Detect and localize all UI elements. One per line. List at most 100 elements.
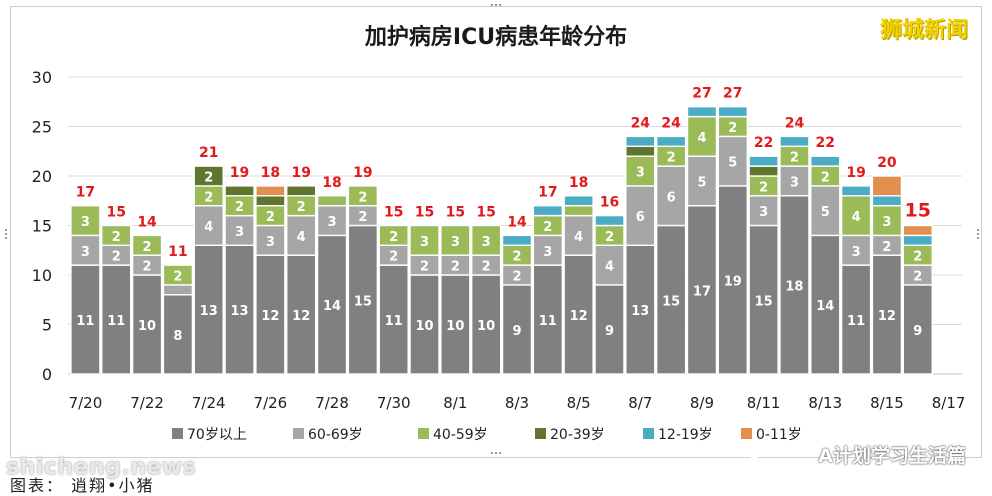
segment-value-label: 2: [451, 260, 460, 275]
total-label: 19: [846, 165, 865, 181]
segment-value-label: 15: [354, 294, 372, 309]
bar-segment: [717, 105, 748, 118]
segment-value-label: 10: [446, 319, 464, 334]
bar-segment: [286, 185, 317, 197]
legend-label: 20-39岁: [550, 427, 605, 443]
segment-value-label: 2: [512, 250, 521, 265]
wechat-watermark: A计划学习生活篇: [818, 445, 966, 467]
bar-segment: [532, 234, 564, 266]
legend-label: 60-69岁: [308, 427, 363, 443]
bar-segment: [347, 185, 379, 207]
segment-value-label: 2: [112, 230, 121, 245]
bar-segment: [840, 264, 872, 375]
segment-value-label: 2: [173, 270, 182, 285]
bar-segment: [625, 135, 656, 147]
bar-segment: [779, 165, 810, 197]
segment-value-label: 4: [297, 230, 306, 245]
bar-segment: [655, 165, 687, 227]
total-label: 21: [199, 145, 218, 161]
total-label: 20: [877, 155, 897, 171]
total-label: 15: [446, 205, 465, 221]
legend-swatch: [741, 428, 752, 439]
segment-value-label: 15: [662, 294, 680, 309]
segment-value-label: 2: [790, 151, 799, 166]
segment-value-label: 4: [852, 210, 861, 225]
bar-segment: [810, 185, 841, 237]
segment-value-label: 2: [389, 230, 398, 245]
segment-value-label: 2: [358, 210, 367, 225]
bar-segment: [748, 224, 779, 375]
segment-value-label: 2: [266, 210, 275, 225]
total-label: 17: [76, 185, 95, 201]
bar-segment: [347, 224, 379, 375]
right-resize-handle[interactable]: [977, 229, 983, 239]
y-tick-label: 0: [42, 365, 52, 384]
segment-value-label: 9: [512, 324, 521, 339]
segment-value-label: 8: [173, 329, 182, 344]
x-tick-label: 8/5: [567, 394, 591, 412]
bar-segment: [409, 224, 440, 256]
total-label: 19: [291, 165, 310, 181]
bar-segment: [563, 195, 594, 207]
bar-segment: [594, 244, 625, 286]
segment-value-label: 3: [451, 235, 460, 250]
segment-value-label: 2: [913, 250, 922, 265]
bar-segment: [501, 284, 533, 375]
segment-value-label: 2: [543, 220, 552, 235]
bar-segment: [594, 284, 625, 375]
y-tick-label: 20: [32, 167, 52, 186]
segment-value-label: 2: [143, 240, 152, 255]
x-tick-label: 7/20: [69, 394, 103, 412]
top-resize-handle[interactable]: [491, 4, 501, 10]
segment-value-label: 13: [231, 304, 249, 319]
total-label: 14: [137, 214, 157, 230]
x-tick-label: 8/15: [870, 394, 904, 412]
legend-label: 12-19岁: [658, 427, 713, 443]
x-tick-label: 8/7: [628, 394, 652, 412]
segment-value-label: 11: [385, 314, 403, 329]
bar-segment: [255, 254, 286, 375]
segment-value-label: 11: [539, 314, 557, 329]
segment-value-label: 3: [759, 205, 768, 220]
left-resize-handle[interactable]: [5, 229, 11, 239]
bar-segment: [871, 175, 903, 197]
bottom-resize-handle[interactable]: [491, 452, 501, 458]
segment-value-label: 12: [878, 309, 896, 324]
segment-value-label: 2: [143, 260, 152, 275]
bar-segment: [101, 224, 132, 246]
segment-value-label: 11: [76, 314, 94, 329]
bar-segment: [131, 274, 163, 375]
total-label: 22: [754, 135, 773, 151]
total-label: 27: [723, 86, 742, 102]
segment-value-label: 13: [631, 304, 649, 319]
segment-value-label: 5: [821, 205, 830, 220]
x-tick-label: 8/11: [747, 394, 781, 412]
chart-title: 加护病房ICU病患年龄分布: [364, 24, 627, 50]
segment-value-label: 2: [420, 260, 429, 275]
segment-value-label: 10: [477, 319, 495, 334]
segment-value-label: 3: [482, 235, 491, 250]
segment-value-label: 3: [235, 225, 244, 240]
total-label: 27: [692, 86, 711, 102]
legend-swatch: [293, 428, 304, 439]
total-label: 14: [507, 214, 527, 230]
total-label: 18: [322, 175, 341, 191]
segment-value-label: 11: [107, 314, 125, 329]
bar-segment: [470, 224, 502, 256]
total-label: 19: [230, 165, 249, 181]
segment-value-label: 6: [636, 210, 645, 225]
legend-label: 70岁以上: [187, 427, 247, 443]
total-label: 15: [384, 205, 403, 221]
total-label: 18: [569, 175, 588, 191]
bar-segment: [224, 185, 255, 197]
segment-value-label: 12: [261, 309, 279, 324]
segment-value-label: 2: [605, 230, 614, 245]
bar-segment: [162, 294, 194, 375]
segment-value-label: 2: [204, 190, 213, 205]
bar-segment: [255, 185, 286, 197]
bar-segment: [193, 204, 224, 246]
segment-value-label: 2: [821, 171, 830, 186]
chart-credit: 图表： 逍翔•小猪: [10, 476, 155, 495]
bar-segment: [440, 274, 471, 375]
bar-segment: [871, 195, 903, 207]
